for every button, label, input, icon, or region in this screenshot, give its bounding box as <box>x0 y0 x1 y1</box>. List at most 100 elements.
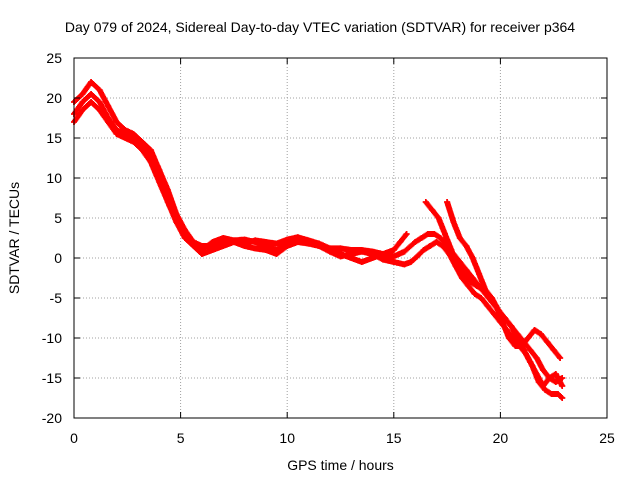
data-point <box>220 235 227 241</box>
y-tick-label: 10 <box>46 170 62 186</box>
data-point <box>273 240 280 247</box>
data-point <box>550 347 557 353</box>
data-point <box>454 263 461 269</box>
data-point <box>559 395 566 401</box>
data-point <box>473 283 480 289</box>
data-point <box>527 347 534 353</box>
x-tick-label: 25 <box>599 430 615 446</box>
data-point <box>96 99 103 105</box>
data-point <box>220 243 227 249</box>
chart-title: Day 079 of 2024, Sidereal Day-to-day VTE… <box>64 19 576 35</box>
data-point <box>525 335 532 341</box>
data-point <box>465 283 472 289</box>
data-point <box>471 291 478 297</box>
data-point <box>546 375 553 381</box>
y-tick-label: -15 <box>42 370 62 386</box>
data-point <box>105 115 112 121</box>
series-markers <box>444 199 566 389</box>
x-tick-label: 5 <box>177 430 185 446</box>
data-point <box>380 256 387 263</box>
data-point <box>164 195 171 201</box>
data-point <box>294 235 301 242</box>
data-point <box>105 103 112 109</box>
y-tick-label: 5 <box>54 210 62 226</box>
y-tick-label: -20 <box>42 410 62 426</box>
data-point <box>482 287 489 293</box>
series-track-d <box>422 199 564 361</box>
data-point <box>418 235 425 241</box>
y-tick-label: 0 <box>54 250 62 266</box>
data-point <box>450 219 457 225</box>
data-point <box>495 307 502 313</box>
data-point <box>476 271 483 277</box>
data-point <box>305 239 312 245</box>
data-point <box>403 231 410 237</box>
data-point <box>456 235 463 241</box>
data-point <box>554 391 561 397</box>
data-point <box>88 79 95 85</box>
data-point <box>540 367 547 373</box>
data-point <box>147 147 154 153</box>
data-point <box>156 175 163 181</box>
data-point <box>390 259 397 265</box>
x-tick-label: 0 <box>70 430 78 446</box>
data-point <box>147 155 154 161</box>
data-point <box>429 207 436 213</box>
data-point <box>113 127 120 133</box>
data-point <box>505 335 512 341</box>
data-point <box>435 215 442 221</box>
data-point <box>326 247 333 253</box>
data-point <box>79 99 86 105</box>
x-tick-label: 10 <box>279 430 295 446</box>
data-point <box>512 343 519 349</box>
data-point <box>348 255 355 261</box>
data-point <box>380 251 387 257</box>
data-point <box>401 261 408 268</box>
data-point <box>531 327 538 333</box>
data-point <box>252 239 259 245</box>
data-point <box>548 391 555 397</box>
grid-lines <box>74 58 607 418</box>
data-point <box>501 315 508 321</box>
data-point <box>316 243 323 249</box>
data-point <box>88 91 95 97</box>
series-track-a <box>71 79 566 385</box>
data-point <box>552 371 559 377</box>
data-point <box>542 387 549 393</box>
data-point <box>484 303 491 309</box>
data-point <box>514 335 521 341</box>
data-point <box>284 239 291 245</box>
x-axis-label: GPS time / hours <box>287 457 394 473</box>
data-point <box>88 99 95 105</box>
data-point <box>557 355 564 361</box>
tick-marks <box>73 57 608 419</box>
data-point <box>209 239 216 245</box>
data-point <box>241 243 248 249</box>
data-point <box>461 271 468 277</box>
data-point <box>209 247 216 253</box>
data-point <box>544 339 551 345</box>
data-point <box>407 259 414 265</box>
data-point <box>533 371 540 377</box>
data-point <box>540 383 547 389</box>
data-point <box>139 143 146 149</box>
data-point <box>439 243 446 249</box>
data-point <box>422 199 429 205</box>
data-point <box>252 245 259 252</box>
data-point <box>433 239 440 245</box>
series-markers <box>71 91 410 265</box>
data-point <box>173 215 180 221</box>
data-point <box>79 107 86 113</box>
data-point <box>424 231 431 237</box>
data-point <box>273 247 280 253</box>
y-tick-label: 15 <box>46 130 62 146</box>
data-point <box>420 247 427 253</box>
data-point <box>337 251 344 257</box>
data-point <box>508 323 515 329</box>
data-point <box>488 295 495 301</box>
y-axis-label: SDTVAR / TECUs <box>6 182 22 294</box>
data-point <box>448 247 455 253</box>
data-point <box>358 259 365 265</box>
data-point <box>390 247 397 253</box>
